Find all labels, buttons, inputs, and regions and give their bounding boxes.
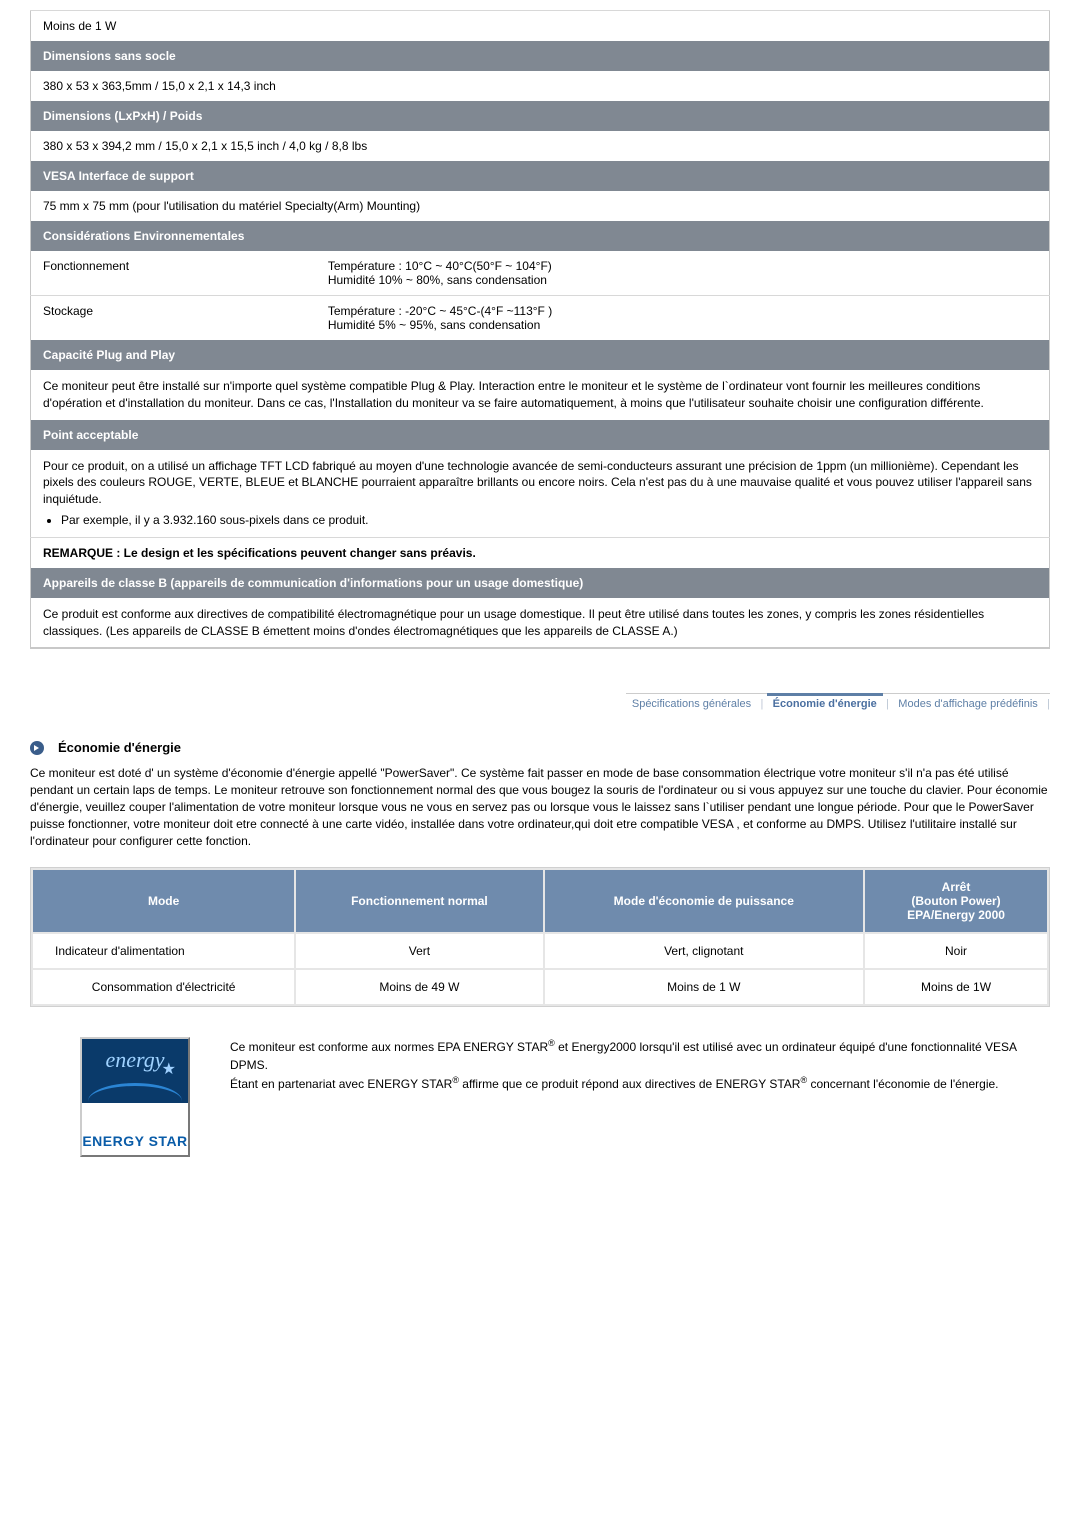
hdr-pnp: Capacité Plug and Play — [31, 340, 1050, 370]
point-cell: Pour ce produit, on a utilisé un afficha… — [31, 450, 1050, 538]
pt-r1-mode: Consommation d'électricité — [33, 970, 294, 1004]
pt-r0-off: Noir — [865, 934, 1047, 968]
reg-mark-icon: ® — [548, 1038, 555, 1048]
env-store-value: Température : -20°C ~ 45°C-(4°F ~113°F )… — [316, 296, 1050, 341]
pt-hdr-normal: Fonctionnement normal — [296, 870, 542, 932]
hdr-classb: Appareils de classe B (appareils de comm… — [31, 568, 1050, 598]
pt-r0-normal: Vert — [296, 934, 542, 968]
swoosh-icon — [88, 1083, 182, 1101]
tab-sep: | — [886, 698, 889, 710]
energy-intro: Ce moniteur est doté d' un système d'éco… — [30, 765, 1050, 849]
energy-star-row: energy ★ ENERGY STAR Ce moniteur est con… — [30, 1037, 1050, 1157]
estar-l2b: affirme que ce produit répond aux direct… — [459, 1077, 801, 1091]
energy-title-row: Économie d'énergie — [30, 740, 1050, 755]
tab-general[interactable]: Spécifications générales — [626, 698, 757, 710]
energy-star-text: Ce moniteur est conforme aux normes EPA … — [230, 1037, 1050, 1093]
table-row: Consommation d'électricité Moins de 49 W… — [33, 970, 1047, 1004]
hdr-dim-no-stand: Dimensions sans socle — [31, 41, 1050, 71]
pt-r0-mode: Indicateur d'alimentation — [33, 934, 294, 968]
pt-hdr-off: Arrêt (Bouton Power) EPA/Energy 2000 — [865, 870, 1047, 932]
spec-table: Moins de 1 W Dimensions sans socle 380 x… — [30, 10, 1050, 649]
vesa-value: 75 mm x 75 mm (pour l'utilisation du mat… — [31, 191, 1050, 221]
estar-l2a: Étant en partenariat avec ENERGY STAR — [230, 1077, 452, 1091]
point-bullet: Par exemple, il y a 3.932.160 sous-pixel… — [61, 512, 1037, 529]
remark: REMARQUE : Le design et les spécificatio… — [31, 537, 1050, 568]
pt-hdr-eco: Mode d'économie de puissance — [545, 870, 863, 932]
hdr-env: Considérations Environnementales — [31, 221, 1050, 251]
energy-title: Économie d'énergie — [58, 740, 181, 755]
estar-logo-bottom: ENERGY STAR — [82, 1133, 188, 1149]
point-text: Pour ce produit, on a utilisé un afficha… — [43, 459, 1032, 507]
hdr-vesa: VESA Interface de support — [31, 161, 1050, 191]
env-store-label: Stockage — [31, 296, 316, 341]
hdr-point: Point acceptable — [31, 420, 1050, 450]
pt-hdr-mode: Mode — [33, 870, 294, 932]
estar-l1a: Ce moniteur est conforme aux normes EPA … — [230, 1040, 548, 1054]
reg-mark-icon: ® — [452, 1075, 459, 1085]
pt-r1-eco: Moins de 1 W — [545, 970, 863, 1004]
star-icon: ★ — [162, 1059, 176, 1079]
arrow-bullet-icon — [30, 741, 44, 755]
pt-r1-off: Moins de 1W — [865, 970, 1047, 1004]
estar-l2c: concernant l'économie de l'énergie. — [807, 1077, 998, 1091]
env-run-value: Température : 10°C ~ 40°C(50°F ~ 104°F) … — [316, 251, 1050, 296]
tab-sep: | — [760, 698, 763, 710]
tab-sep: | — [1047, 698, 1050, 710]
classb-text: Ce produit est conforme aux directives d… — [31, 598, 1050, 649]
pnp-text: Ce moniteur peut être installé sur n'imp… — [31, 370, 1050, 420]
env-run-label: Fonctionnement — [31, 251, 316, 296]
table-row: Indicateur d'alimentation Vert Vert, cli… — [33, 934, 1047, 968]
dim-no-stand: 380 x 53 x 363,5mm / 15,0 x 2,1 x 14,3 i… — [31, 71, 1050, 101]
pt-r1-normal: Moins de 49 W — [296, 970, 542, 1004]
hdr-dim-weight: Dimensions (LxPxH) / Poids — [31, 101, 1050, 131]
pt-r0-eco: Vert, clignotant — [545, 934, 863, 968]
tab-energy[interactable]: Économie d'énergie — [767, 693, 883, 710]
energy-star-logo: energy ★ ENERGY STAR — [80, 1037, 190, 1157]
power-consumption-cell: Moins de 1 W — [31, 11, 1050, 42]
tab-bar: Spécifications générales | Économie d'én… — [30, 689, 1050, 710]
dim-weight: 380 x 53 x 394,2 mm / 15,0 x 2,1 x 15,5 … — [31, 131, 1050, 161]
power-table: Mode Fonctionnement normal Mode d'économ… — [30, 867, 1050, 1007]
tab-presets[interactable]: Modes d'affichage prédéfinis — [892, 698, 1044, 710]
